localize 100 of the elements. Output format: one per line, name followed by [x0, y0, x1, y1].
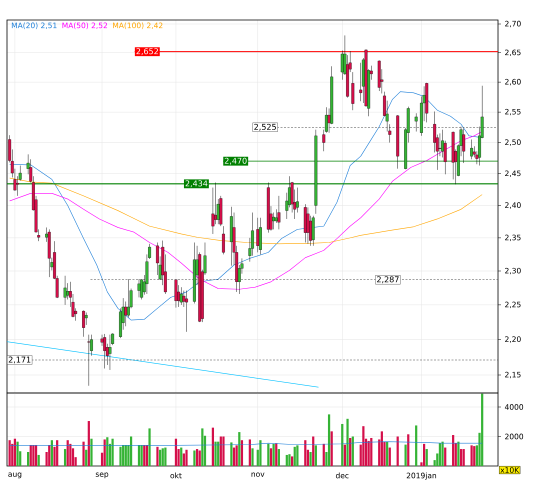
- bar: [396, 436, 399, 466]
- candlestick: [414, 113, 418, 132]
- bar: [85, 450, 88, 466]
- bar: [38, 454, 40, 466]
- bar: [415, 425, 418, 466]
- ref-line-label: 2,287: [377, 276, 399, 284]
- bar: [162, 448, 164, 466]
- bar: [236, 445, 238, 466]
- bar: [66, 440, 69, 466]
- bar: [362, 426, 364, 466]
- bar: [8, 440, 11, 466]
- candlestick: [438, 133, 442, 156]
- candlestick: [274, 209, 278, 224]
- candlestick: [306, 207, 310, 244]
- candlestick: [138, 278, 140, 298]
- candlestick: [222, 226, 225, 255]
- bar: [470, 445, 473, 466]
- ref-line-label: 2,525: [254, 124, 276, 131]
- bar: [238, 432, 240, 466]
- bar: [140, 445, 143, 466]
- bar: [196, 449, 198, 466]
- bar: [462, 449, 465, 466]
- bar: [106, 437, 108, 466]
- candlestick: [87, 334, 90, 386]
- bar: [460, 449, 462, 466]
- bar: [314, 445, 317, 466]
- candlestick: [64, 276, 67, 306]
- bar: [278, 449, 280, 466]
- bar: [138, 445, 140, 466]
- bar: [422, 444, 426, 466]
- candlestick: [312, 216, 315, 246]
- bar: [294, 446, 296, 466]
- bar: [69, 444, 72, 466]
- candlestick: [108, 334, 112, 370]
- bar: [122, 445, 124, 466]
- candlestick: [82, 310, 86, 337]
- bar: [201, 428, 204, 466]
- ref-line-label: 2,470: [224, 158, 247, 165]
- bar: [182, 453, 185, 466]
- candlestick: [180, 286, 183, 306]
- bar: [27, 452, 30, 466]
- bar: [481, 394, 484, 466]
- bar: [88, 421, 90, 466]
- bar: [275, 443, 278, 466]
- candlestick: [124, 301, 128, 327]
- bar: [352, 436, 354, 466]
- bar: [330, 431, 333, 466]
- candlestick: [16, 176, 20, 196]
- bar: [164, 448, 166, 466]
- bar: [232, 448, 236, 466]
- bar: [104, 439, 106, 466]
- candlestick: [84, 312, 88, 326]
- candlestick: [126, 278, 130, 318]
- bar: [388, 448, 391, 466]
- bar: [309, 452, 312, 466]
- bar: [30, 445, 32, 466]
- bar: [180, 448, 182, 466]
- bar: [296, 445, 298, 466]
- bar: [473, 446, 476, 466]
- bar: [368, 440, 370, 466]
- bar: [124, 445, 127, 466]
- bar: [48, 445, 50, 466]
- bar: [193, 450, 196, 466]
- bar: [349, 438, 352, 466]
- bar: [312, 436, 314, 466]
- candlestick: [174, 278, 178, 308]
- ref-line-label: 2,171: [8, 356, 30, 364]
- bar: [146, 445, 148, 466]
- candlestick: [351, 72, 354, 110]
- bar: [344, 444, 346, 466]
- bar: [217, 442, 220, 466]
- candlestick: [277, 196, 280, 230]
- bar: [370, 438, 372, 466]
- candlestick: [140, 278, 144, 300]
- bar: [143, 445, 146, 466]
- bar: [380, 431, 383, 466]
- bar: [426, 449, 428, 466]
- bar: [272, 444, 275, 466]
- bar: [407, 434, 410, 466]
- bar: [304, 440, 306, 466]
- candlestick: [272, 212, 276, 230]
- candlestick: [185, 290, 188, 332]
- bar: [34, 445, 38, 466]
- bar: [288, 454, 291, 466]
- candlestick: [256, 218, 260, 253]
- ref-line-label: 2,652: [136, 48, 158, 56]
- bar: [64, 449, 66, 466]
- candlestick: [340, 50, 344, 80]
- bar: [56, 440, 58, 466]
- bar: [32, 445, 35, 466]
- candlestick: [103, 334, 106, 369]
- ref-line-label: 2,434: [186, 180, 208, 188]
- bar: [198, 450, 201, 466]
- bar: [267, 444, 270, 466]
- candlestick: [462, 128, 466, 164]
- bar: [322, 444, 325, 466]
- bar: [341, 424, 344, 466]
- bar: [286, 454, 288, 466]
- bar: [404, 444, 407, 466]
- bar: [444, 448, 446, 466]
